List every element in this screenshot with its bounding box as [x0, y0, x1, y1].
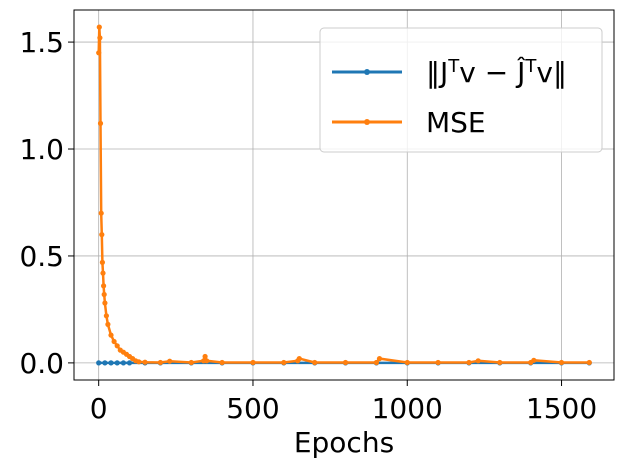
y-tick-label: 0.0 [19, 347, 64, 380]
data-point-0 [126, 360, 133, 366]
data-point-1 [101, 283, 107, 289]
data-point-1 [167, 358, 173, 364]
data-point-1 [100, 270, 106, 276]
data-point-1 [97, 120, 104, 126]
data-point-1 [558, 359, 565, 366]
plot-frame [73, 9, 615, 381]
data-point-1 [188, 359, 194, 366]
data-point-1 [531, 357, 537, 363]
legend-jacobian-part: v − [459, 56, 517, 89]
data-point-1 [136, 359, 142, 365]
legend-jacobian-part: v‖ [536, 56, 567, 89]
series-lines [96, 24, 592, 366]
data-point-1 [97, 35, 103, 41]
ticks: 0 500 1000 1500 0.0 0.5 1.0 1.5 [19, 26, 597, 425]
data-point-1 [475, 358, 481, 364]
data-point-1 [105, 321, 111, 327]
legend-jacobian-part: T [524, 56, 537, 77]
data-point-1 [99, 232, 105, 238]
data-point-1 [435, 359, 441, 366]
data-point-1 [404, 359, 410, 366]
data-point-1 [103, 313, 109, 319]
data-point-1 [96, 24, 102, 30]
data-point-0 [120, 360, 126, 366]
y-tick-label: 1.0 [19, 133, 64, 166]
data-point-1 [102, 300, 108, 306]
data-point-1 [111, 338, 117, 345]
data-point-0 [108, 360, 114, 366]
data-point-1 [586, 359, 592, 366]
legend-entry-jacobian: ‖JTv − ĴTv‖ [426, 56, 567, 90]
data-point-1 [98, 210, 104, 216]
legend: ‖JTv − ĴTv‖ MSE [319, 27, 603, 153]
data-point-0 [102, 360, 108, 366]
data-point-1 [281, 359, 287, 366]
data-point-1 [157, 359, 163, 366]
data-point-1 [204, 358, 210, 364]
data-point-1 [312, 359, 318, 366]
y-tick-label: 0.5 [19, 240, 64, 273]
data-point-1 [342, 359, 349, 366]
data-point-1 [202, 353, 208, 360]
data-point-1 [296, 356, 302, 362]
data-point-1 [219, 359, 225, 366]
legend-marker-mse [364, 119, 370, 125]
legend-entry-mse: MSE [426, 106, 486, 139]
x-tick-label: 1000 [372, 392, 443, 425]
legend-jacobian-part: ‖J [426, 56, 448, 89]
data-point-1 [497, 359, 503, 366]
x-axis-label: Epochs [294, 426, 394, 459]
data-point-1 [376, 356, 383, 362]
data-point-1 [114, 343, 120, 349]
data-point-0 [96, 360, 102, 366]
data-point-1 [466, 359, 472, 366]
data-point-1 [108, 332, 114, 338]
data-point-1 [373, 359, 379, 366]
data-point-1 [99, 259, 105, 265]
data-point-1 [96, 50, 102, 56]
x-tick-label: 0 [90, 392, 108, 425]
data-point-1 [250, 359, 256, 366]
y-tick-label: 1.5 [19, 26, 64, 59]
x-tick-label: 1500 [526, 392, 597, 425]
data-point-1 [101, 291, 107, 298]
legend-jacobian-part: T [447, 56, 460, 77]
legend-marker-jacobian [364, 69, 370, 75]
data-point-1 [142, 359, 148, 365]
data-point-0 [114, 360, 120, 366]
x-tick-label: 500 [226, 392, 279, 425]
legend-jacobian-part: Ĵ [515, 56, 526, 89]
